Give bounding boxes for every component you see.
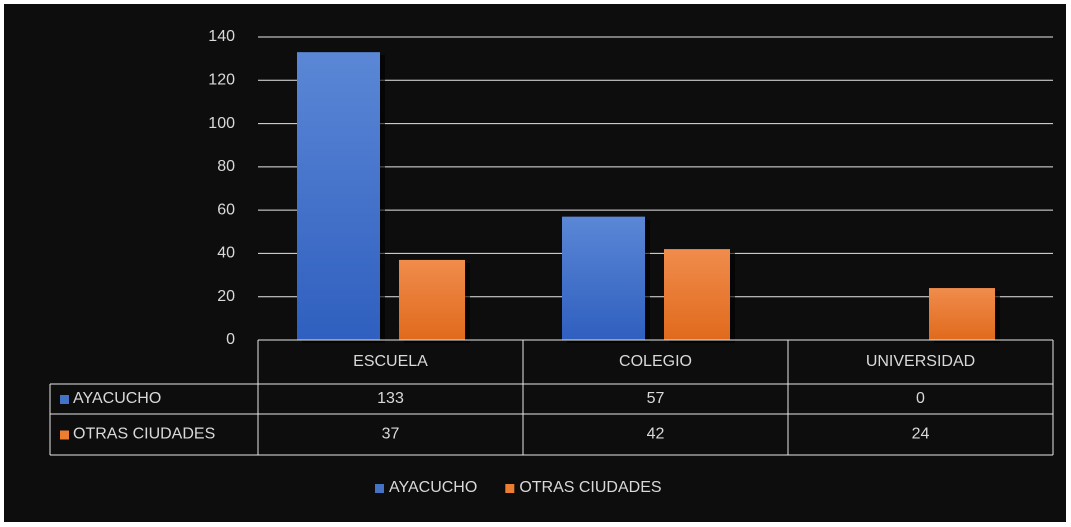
bar bbox=[399, 259, 465, 340]
x-tick-label: UNIVERSIDAD bbox=[866, 353, 975, 370]
y-tick-label: 60 bbox=[217, 201, 235, 218]
table-cell: 42 bbox=[647, 426, 665, 443]
table-cell: 57 bbox=[647, 390, 665, 407]
y-tick-label: 40 bbox=[217, 245, 235, 262]
bar bbox=[562, 216, 645, 340]
table-cell: 0 bbox=[916, 390, 925, 407]
y-tick-label: 0 bbox=[226, 331, 235, 348]
bar bbox=[297, 52, 380, 341]
y-tick-label: 80 bbox=[217, 158, 235, 175]
legend-key bbox=[375, 484, 384, 493]
y-tick-label: 140 bbox=[208, 28, 235, 45]
table-row-header: OTRAS CIUDADES bbox=[73, 426, 215, 443]
legend-key bbox=[505, 484, 515, 493]
table-cell: 37 bbox=[382, 426, 400, 443]
y-tick-label: 20 bbox=[217, 288, 235, 305]
x-tick-label: COLEGIO bbox=[619, 353, 692, 370]
bar bbox=[664, 249, 730, 340]
table-cell: 133 bbox=[377, 390, 404, 407]
table-row-header: AYACUCHO bbox=[73, 390, 161, 407]
table-legend-key bbox=[60, 430, 69, 440]
bar bbox=[929, 288, 995, 340]
table-legend-key bbox=[60, 395, 69, 404]
legend-label: OTRAS CIUDADES bbox=[519, 479, 661, 496]
chart-background bbox=[4, 4, 1066, 522]
y-tick-label: 100 bbox=[208, 115, 235, 132]
legend-label: AYACUCHO bbox=[389, 479, 477, 496]
y-tick-label: 120 bbox=[208, 72, 235, 89]
table-cell: 24 bbox=[912, 426, 930, 443]
x-tick-label: ESCUELA bbox=[353, 353, 428, 370]
